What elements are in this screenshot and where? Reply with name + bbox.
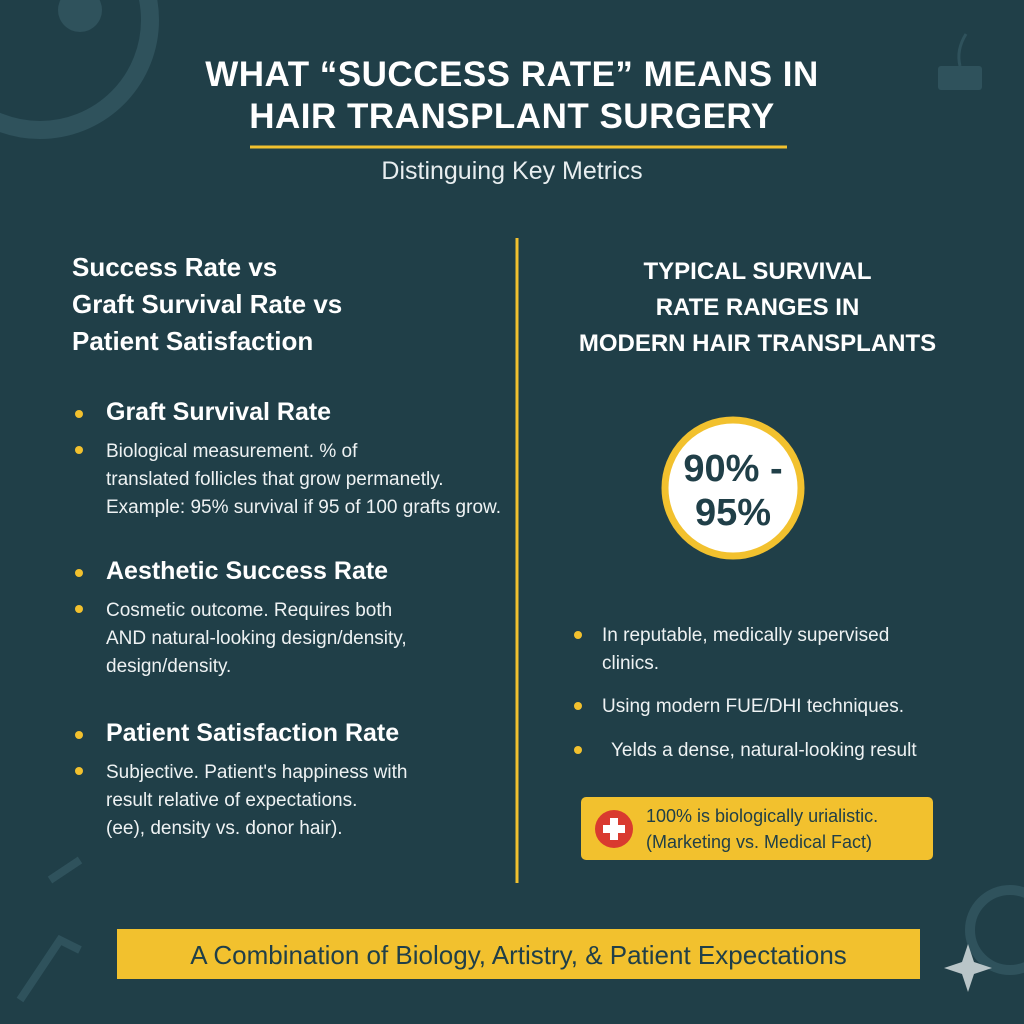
- bullet-dot: [75, 569, 83, 577]
- bullet-text: clinics.: [602, 653, 660, 674]
- section-text: AND natural-looking design/density,: [106, 628, 407, 649]
- bullet-text: In reputable, medically supervised: [602, 625, 890, 646]
- section-text: Example: 95% survival if 95 of 100 graft…: [106, 497, 501, 518]
- subtitle: Distinguing Key Metrics: [381, 157, 643, 185]
- section-text: translated follicles that grow permanetl…: [106, 469, 444, 490]
- bullet-text: Using modern FUE/DHI techniques.: [602, 696, 905, 717]
- bullet-dot: [75, 731, 83, 739]
- bullet-dot: [574, 702, 582, 710]
- section-text: design/density.: [106, 656, 232, 677]
- right-heading: RATE RANGES IN: [655, 294, 860, 321]
- section-title: Aesthetic Success Rate: [106, 557, 389, 585]
- title-line: HAIR TRANSPLANT SURGERY: [249, 97, 775, 136]
- note-line: (Marketing vs. Medical Fact): [646, 832, 873, 852]
- bullet-dot: [75, 605, 83, 613]
- section-text: Cosmetic outcome. Requires both: [106, 600, 393, 621]
- section-text: (ee), density vs. donor hair).: [106, 818, 343, 839]
- bullet-dot: [75, 410, 83, 418]
- left-heading: Patient Satisfaction: [72, 326, 314, 356]
- right-heading: MODERN HAIR TRANSPLANTS: [578, 330, 937, 357]
- section-title: Patient Satisfaction Rate: [106, 719, 400, 747]
- section-title: Graft Survival Rate: [106, 398, 332, 426]
- note-line: 100% is biologically urialistic.: [646, 806, 879, 826]
- left-heading: Graft Survival Rate vs: [72, 289, 343, 319]
- right-heading: TYPICAL SURVIVAL: [643, 258, 872, 285]
- bullet-dot: [574, 746, 582, 754]
- section-text: result relative of expectations.: [106, 790, 358, 811]
- bullet-dot: [75, 767, 83, 775]
- badge-line: 95%: [694, 492, 772, 534]
- badge: 90% - 95%: [665, 442, 801, 538]
- section-text: Subjective. Patient's happiness with: [106, 762, 408, 783]
- title-line: WHAT “SUCCESS RATE” MEANS IN: [205, 55, 819, 94]
- badge-line: 90% -: [683, 448, 783, 490]
- section-text: Biological measurement. % of: [106, 441, 358, 462]
- bullet-dot: [574, 631, 582, 639]
- bullet-dot: [75, 446, 83, 454]
- left-heading: Success Rate vs: [72, 252, 278, 282]
- bullet-text: Yelds a dense, natural-looking result: [611, 740, 917, 761]
- footer: A Combination of Biology, Artistry, & Pa…: [190, 940, 847, 970]
